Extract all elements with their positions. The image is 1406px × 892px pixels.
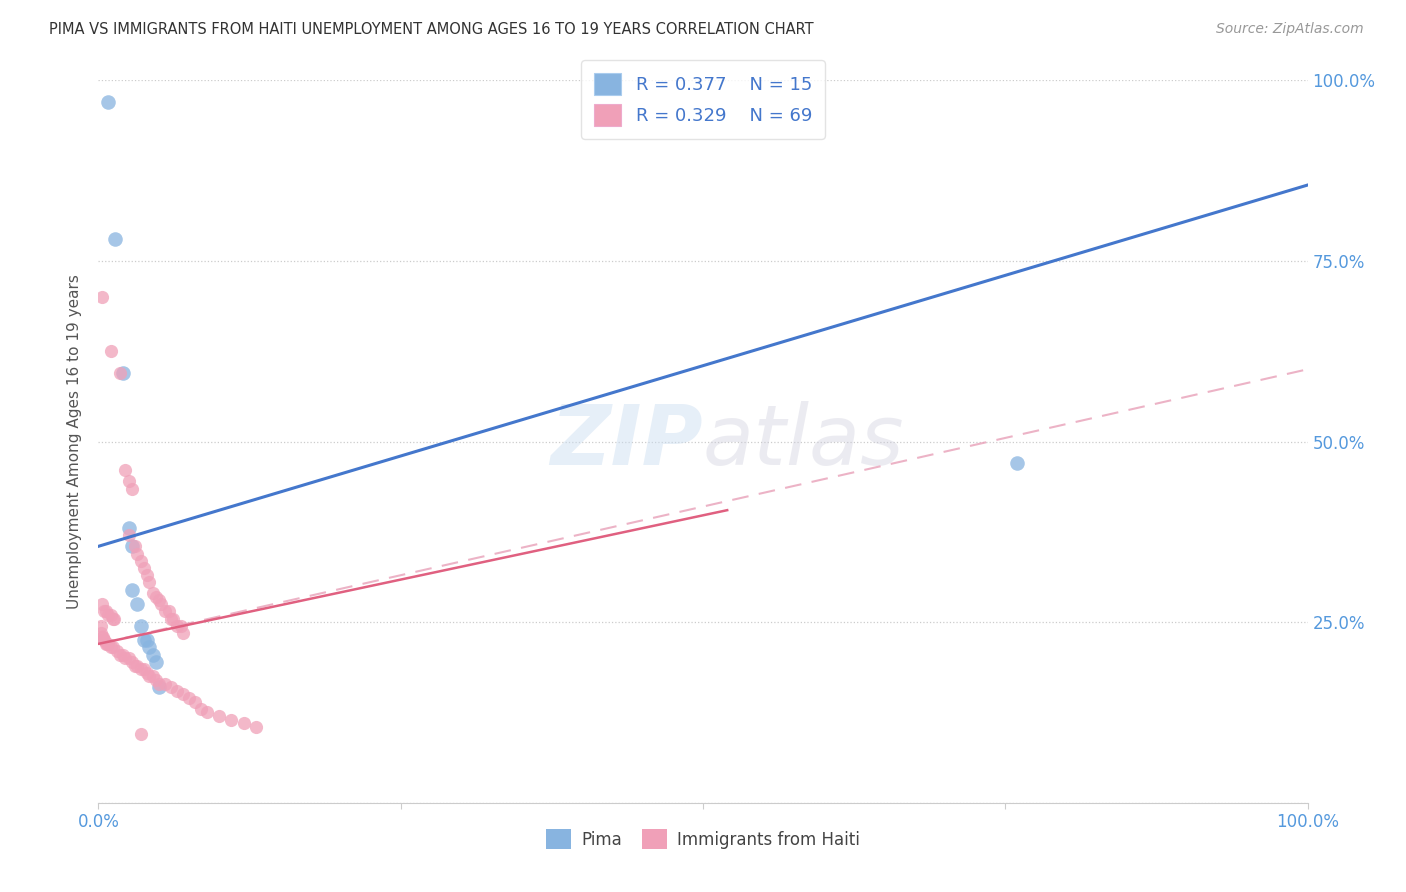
Point — [129, 619, 152, 633]
Point — [134, 662, 156, 676]
Point — [179, 691, 201, 706]
Point — [138, 669, 160, 683]
Point — [105, 644, 128, 658]
Point — [148, 593, 170, 607]
Point — [160, 680, 183, 694]
Point — [138, 575, 160, 590]
Point — [101, 640, 124, 655]
Point — [129, 727, 152, 741]
Point — [145, 590, 167, 604]
Point — [121, 655, 143, 669]
Legend: Pima, Immigrants from Haiti: Pima, Immigrants from Haiti — [540, 822, 866, 856]
Point — [127, 547, 149, 561]
Point — [142, 586, 165, 600]
Point — [135, 568, 157, 582]
Point — [142, 669, 165, 683]
Text: PIMA VS IMMIGRANTS FROM HAITI UNEMPLOYMENT AMONG AGES 16 TO 19 YEARS CORRELATION: PIMA VS IMMIGRANTS FROM HAITI UNEMPLOYME… — [49, 22, 814, 37]
Point — [142, 648, 165, 662]
Text: atlas: atlas — [703, 401, 904, 482]
Point — [111, 366, 134, 380]
Point — [93, 604, 115, 618]
Point — [148, 676, 170, 690]
Point — [97, 637, 120, 651]
Point — [160, 611, 183, 625]
Point — [97, 95, 120, 109]
Point — [221, 713, 243, 727]
Text: ZIP: ZIP — [550, 401, 703, 482]
Point — [118, 475, 141, 489]
Point — [138, 640, 160, 655]
Point — [90, 619, 112, 633]
Point — [134, 633, 156, 648]
Y-axis label: Unemployment Among Ages 16 to 19 years: Unemployment Among Ages 16 to 19 years — [67, 274, 83, 609]
Point — [91, 630, 114, 644]
Point — [94, 604, 117, 618]
Point — [91, 290, 114, 304]
Point — [245, 720, 267, 734]
Point — [184, 695, 207, 709]
Point — [101, 611, 124, 625]
Point — [100, 640, 122, 655]
Point — [232, 716, 254, 731]
Point — [90, 626, 112, 640]
Point — [100, 607, 122, 622]
Point — [111, 648, 134, 662]
Point — [93, 633, 115, 648]
Point — [100, 344, 122, 359]
Point — [121, 482, 143, 496]
Point — [134, 561, 156, 575]
Point — [208, 709, 231, 723]
Point — [121, 582, 143, 597]
Point — [145, 673, 167, 687]
Point — [1007, 456, 1029, 470]
Point — [129, 662, 152, 676]
Point — [153, 604, 176, 618]
Point — [91, 597, 114, 611]
Point — [103, 611, 125, 625]
Point — [135, 665, 157, 680]
Point — [127, 658, 149, 673]
Point — [162, 611, 184, 625]
Point — [121, 539, 143, 553]
Point — [195, 706, 218, 720]
Point — [97, 607, 120, 622]
Point — [108, 648, 131, 662]
Point — [127, 597, 149, 611]
Point — [150, 597, 173, 611]
Point — [153, 676, 176, 690]
Text: Source: ZipAtlas.com: Source: ZipAtlas.com — [1216, 22, 1364, 37]
Point — [145, 655, 167, 669]
Point — [172, 626, 194, 640]
Point — [114, 463, 136, 477]
Point — [169, 619, 191, 633]
Point — [118, 528, 141, 542]
Point — [114, 651, 136, 665]
Point — [129, 554, 152, 568]
Point — [172, 687, 194, 701]
Point — [91, 630, 114, 644]
Point — [96, 637, 118, 651]
Point — [157, 604, 180, 618]
Point — [94, 637, 117, 651]
Point — [118, 651, 141, 665]
Point — [124, 539, 146, 553]
Point — [148, 680, 170, 694]
Point — [190, 702, 212, 716]
Point — [135, 633, 157, 648]
Point — [104, 232, 127, 246]
Point — [118, 521, 141, 535]
Point — [93, 633, 115, 648]
Point — [166, 683, 188, 698]
Point — [166, 619, 188, 633]
Point — [124, 658, 146, 673]
Point — [108, 366, 131, 380]
